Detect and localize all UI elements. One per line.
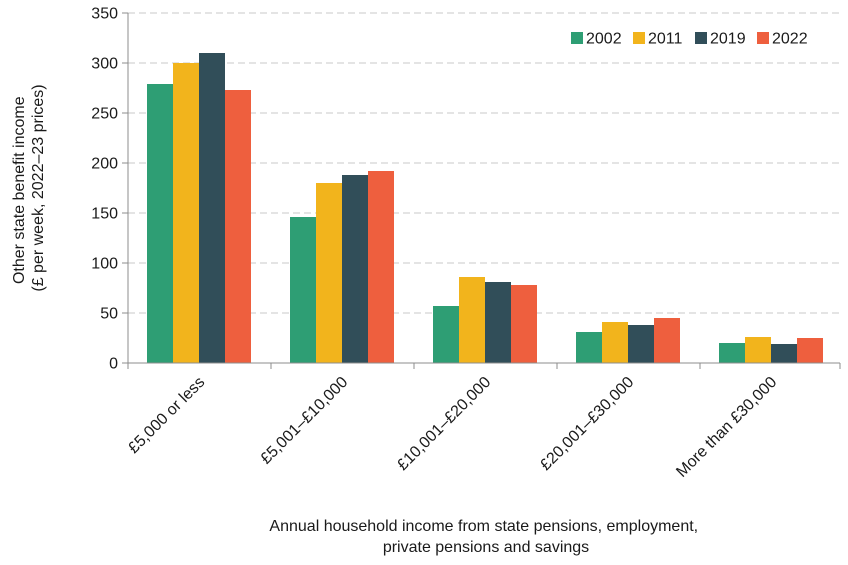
bar-2022: [368, 171, 394, 363]
bar-2011: [316, 183, 342, 363]
bar-2011: [173, 63, 199, 363]
bar-2002: [147, 84, 173, 363]
legend-label-2011: 2011: [648, 31, 683, 48]
x-tick-label: £20,001–£30,000: [537, 374, 637, 474]
bar-2022: [225, 90, 251, 363]
x-axis-label: Annual household income from state pensi…: [269, 518, 702, 556]
x-tick-label: £5,001–£10,000: [258, 374, 352, 468]
y-axis-label: Other state benefit income (£ per week, …: [11, 84, 47, 291]
legend-swatch-2022: [757, 32, 769, 44]
bar-2002: [290, 217, 316, 363]
bar-2019: [199, 53, 225, 363]
y-tick-label: 150: [91, 206, 118, 223]
y-tick-label: 100: [91, 256, 118, 273]
bar-2022: [511, 285, 537, 363]
y-tick-label: 0: [109, 356, 118, 373]
legend-label-2019: 2019: [710, 31, 746, 48]
bar-2011: [602, 322, 628, 363]
legend-swatch-2019: [695, 32, 707, 44]
y-axis-label-line-2: (£ per week, 2022–23 prices): [30, 84, 47, 291]
bar-2019: [342, 175, 368, 363]
bar-2002: [576, 332, 602, 363]
bar-2019: [771, 344, 797, 363]
x-axis-label-line-1: Annual household income from state pensi…: [269, 518, 698, 535]
x-axis-label-line-2: private pensions and savings: [383, 539, 589, 556]
y-axis-label-line-1: Other state benefit income: [11, 96, 28, 284]
legend-label-2002: 2002: [586, 31, 622, 48]
x-tick-label: £5,000 or less: [125, 374, 208, 457]
legend-swatch-2011: [633, 32, 645, 44]
y-tick-label: 300: [91, 56, 118, 73]
x-tick-label: More than £30,000: [673, 374, 780, 481]
bar-2002: [433, 306, 459, 363]
bars: [147, 53, 823, 363]
bar-2011: [459, 277, 485, 363]
y-tick-label: 250: [91, 106, 118, 123]
bar-2002: [719, 343, 745, 363]
legend-label-2022: 2022: [772, 31, 808, 48]
x-tick-label: £10,001–£20,000: [394, 374, 494, 474]
y-tick-label: 350: [91, 6, 118, 23]
bar-2019: [628, 325, 654, 363]
bar-2011: [745, 337, 771, 363]
x-axis-ticks: £5,000 or less £5,001–£10,000 £10,001–£20,…: [125, 363, 841, 481]
bar-2022: [654, 318, 680, 363]
legend: 2002 2011 2019 2022: [571, 31, 808, 48]
y-tick-label: 50: [100, 306, 118, 323]
legend-swatch-2002: [571, 32, 583, 44]
axes: [127, 13, 840, 364]
bar-2022: [797, 338, 823, 363]
bar-2019: [485, 282, 511, 363]
y-axis-ticks: 0 50 100 150 200 250 300 350: [91, 6, 128, 373]
y-tick-label: 200: [91, 156, 118, 173]
